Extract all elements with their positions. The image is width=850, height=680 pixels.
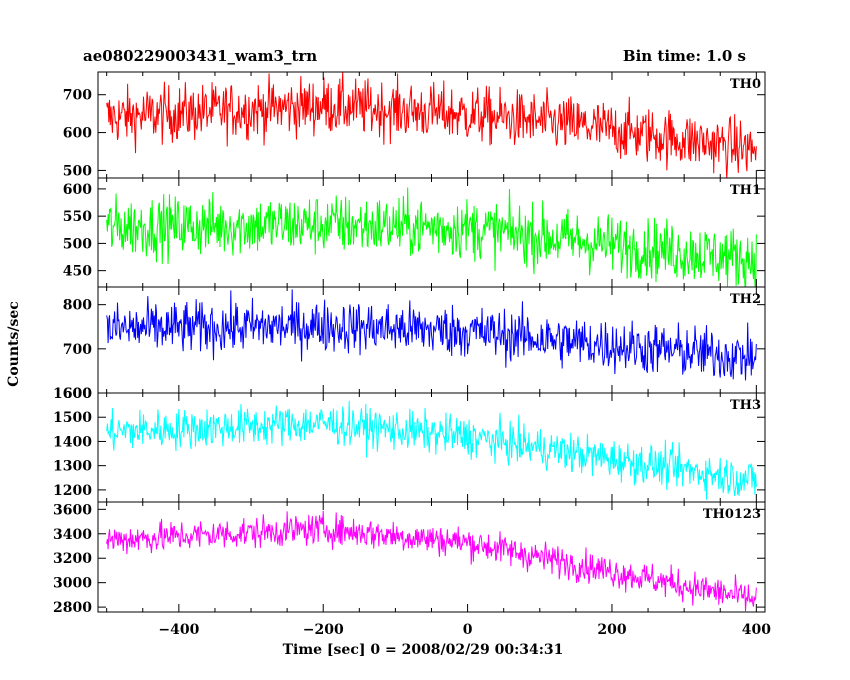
y-tick-label: 450 <box>63 264 92 280</box>
panel-label-th3: TH3 <box>730 398 761 413</box>
x-tick-label: −200 <box>303 622 344 638</box>
x-tick-label: 0 <box>463 622 473 638</box>
y-tick-label: 1600 <box>53 386 92 402</box>
panel-th2: 600 700 800 TH2 <box>63 286 766 402</box>
y-tick-label: 3400 <box>53 527 92 543</box>
y-tick-label: 1400 <box>53 434 92 450</box>
series-th2 <box>106 289 757 381</box>
panel-th3: 1200 1300 1400 1500 1600 TH3 <box>53 386 766 503</box>
x-axis-title: Time [sec] 0 = 2008/02/29 00:34:31 <box>283 642 564 658</box>
chart-title: ae080229003431_wam3_trn <box>83 47 317 65</box>
panel-label-th1: TH1 <box>730 183 761 198</box>
x-tick-label: −400 <box>158 622 199 638</box>
panel-label-th0: TH0 <box>730 77 761 92</box>
x-axis: −400 −200 0 200 400 <box>158 622 771 638</box>
y-tick-label: 3600 <box>53 502 92 518</box>
panel-label-th2: TH2 <box>730 292 761 307</box>
y-tick-label: 1500 <box>53 410 92 426</box>
y-tick-label: 800 <box>63 298 92 314</box>
y-tick-label: 600 <box>63 386 92 402</box>
y-tick-label: 550 <box>63 209 92 225</box>
y-tick-label: 3200 <box>53 551 92 567</box>
x-tick-label: 400 <box>742 622 771 638</box>
y-tick-label: 500 <box>63 236 92 252</box>
y-tick-label: 1200 <box>53 483 92 499</box>
panel-label-th0123: TH0123 <box>703 507 761 522</box>
panels: 500 600 700 TH0 450 500 550 600 TH1 600 700 800 TH2 1… <box>53 71 766 616</box>
series-th1 <box>106 187 757 287</box>
series-th0 <box>106 72 757 178</box>
panel-th0123: 2800 3000 3200 3400 3600 TH0123 <box>53 501 766 616</box>
y-tick-label: 700 <box>63 342 92 358</box>
panel-frame <box>97 286 766 394</box>
series-th0123 <box>106 510 757 612</box>
bin-time-label: Bin time: 1.0 s <box>623 47 746 65</box>
y-tick-label: 2800 <box>53 600 92 616</box>
y-axis-title: Counts/sec <box>6 301 22 387</box>
series-th3 <box>106 400 757 500</box>
x-tick-label: 200 <box>597 622 626 638</box>
y-tick-label: 500 <box>63 163 92 179</box>
y-tick-label: 600 <box>63 182 92 198</box>
panel-th1: 450 500 550 600 TH1 <box>63 177 766 288</box>
y-tick-label: 600 <box>63 126 92 142</box>
y-tick-label: 3000 <box>53 576 92 592</box>
panel-th0: 500 600 700 TH0 <box>63 71 766 179</box>
y-tick-label: 700 <box>63 88 92 104</box>
y-tick-label: 1300 <box>53 459 92 475</box>
